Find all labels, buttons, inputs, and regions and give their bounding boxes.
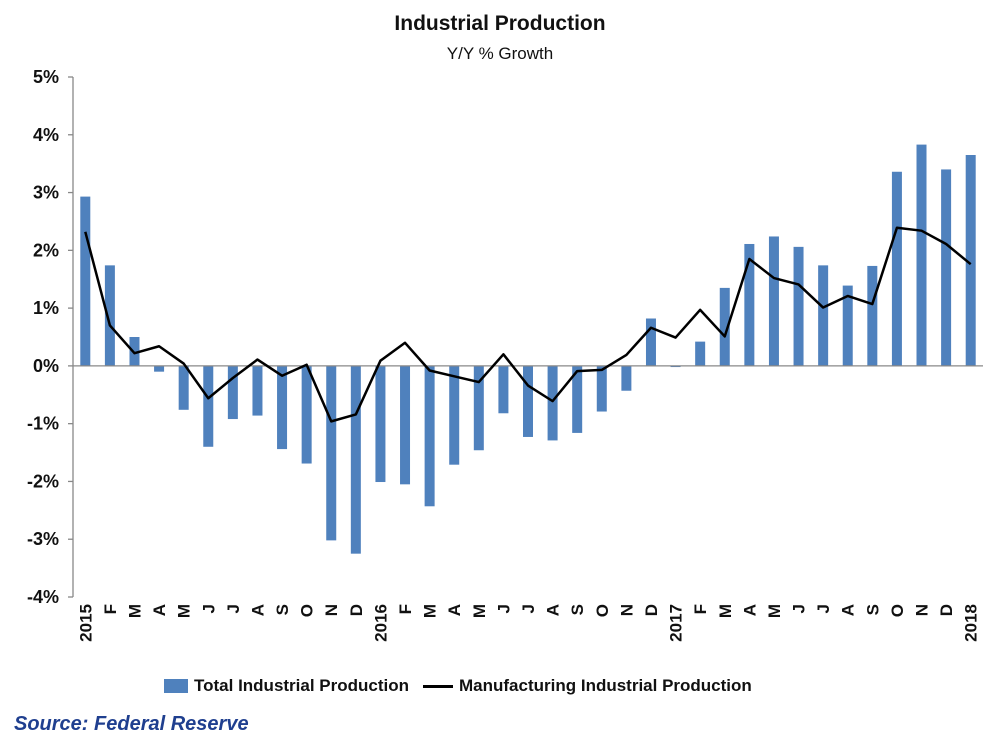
x-tick-label-26: M (716, 604, 735, 618)
bar-total-13 (400, 365, 411, 485)
bar-total-16 (473, 365, 484, 451)
y-tick-labels: 5% 4% 3% 2% 1% 0% -1% -2% -3% -4% (27, 67, 59, 607)
y-tick-label-5: 0% (33, 356, 59, 376)
x-tick-label-9: O (298, 604, 317, 617)
y-tick-label-1: 4% (33, 125, 59, 145)
x-tick-label-15: A (445, 604, 464, 616)
x-tick-label-1: F (101, 604, 120, 614)
bar-total-3 (154, 365, 165, 372)
chart-title: Industrial Production (394, 12, 606, 35)
bar-total-6 (227, 365, 238, 420)
x-tick-label-14: M (421, 604, 440, 618)
bar-total-14 (424, 365, 435, 507)
x-tick-label-32: S (863, 604, 882, 615)
x-tick-label-33: O (888, 604, 907, 617)
bar-total-17 (498, 365, 509, 414)
bar-total-34 (916, 144, 927, 366)
x-tick-label-12: 2016 (371, 604, 390, 642)
x-tick-label-3: A (150, 604, 169, 616)
axis-layer (68, 76, 983, 598)
x-tick-label-22: N (617, 604, 636, 616)
bar-total-23 (645, 318, 656, 366)
x-tick-label-27: A (740, 604, 759, 616)
bar-total-25 (695, 341, 706, 366)
x-tick-label-31: A (839, 604, 858, 616)
x-tick-label-7: A (248, 604, 267, 616)
line-manufacturing (84, 226, 972, 423)
bar-total-31 (842, 285, 853, 366)
x-tick-label-23: D (642, 604, 661, 616)
bar-total-20 (572, 365, 583, 433)
y-tick-label-0: 5% (33, 67, 59, 87)
x-tick-labels: 2015 F M A M J J A S O N D 2016 F M A M J J A S O N D 2017 F M A M J J… (76, 604, 980, 642)
legend-label-total: Total Industrial Production (194, 676, 410, 695)
legend: Total Industrial Production Manufacturin… (164, 676, 766, 696)
bar-total-35 (941, 169, 952, 366)
x-tick-label-21: O (593, 604, 612, 617)
legend-label-manufacturing: Manufacturing Industrial Production (459, 676, 752, 695)
legend-item-manufacturing: Manufacturing Industrial Production (423, 676, 752, 696)
bar-total-33 (891, 171, 902, 366)
bar-total-4 (178, 365, 189, 410)
bar-total-5 (203, 365, 214, 447)
x-tick-label-36: 2018 (962, 604, 981, 642)
legend-item-total: Total Industrial Production (164, 676, 409, 696)
x-tick-label-4: M (175, 604, 194, 618)
x-tick-label-13: F (396, 604, 415, 614)
bar-total-22 (621, 365, 632, 391)
bar-total-32 (867, 265, 878, 366)
bar-total-8 (277, 365, 288, 450)
x-tick-label-5: J (199, 604, 218, 613)
x-tick-label-29: J (790, 604, 809, 613)
legend-line-swatch (423, 684, 454, 688)
bar-total-10 (326, 365, 337, 541)
chart-plot: 5%4%3%2%1%0%-1%-2%-3%-4% 2015 F M A M J J A S O N D… (27, 67, 983, 642)
x-tick-label-25: F (691, 604, 710, 614)
bar-total-11 (350, 365, 361, 554)
x-tick-label-35: D (937, 604, 956, 616)
bar-total-36 (965, 155, 976, 366)
bar-total-28 (768, 236, 779, 366)
y-tick-label-8: -3% (27, 529, 59, 549)
bars-layer (80, 144, 976, 554)
x-tick-label-34: N (913, 604, 932, 616)
x-tick-label-24: 2017 (667, 604, 686, 642)
y-tick-label-2: 3% (33, 183, 59, 203)
x-tick-label-11: D (347, 604, 366, 616)
x-tick-label-16: M (470, 604, 489, 618)
bar-total-18 (523, 365, 533, 437)
source-note: Source: Federal Reserve (14, 713, 249, 735)
bar-total-29 (793, 246, 804, 366)
x-tick-label-19: A (544, 604, 563, 616)
x-tick-label-6: J (224, 604, 243, 613)
x-tick-label-8: S (273, 604, 292, 615)
y-tick-label-9: -4% (27, 587, 59, 607)
bar-total-7 (252, 365, 263, 416)
x-tick-label-20: S (568, 604, 587, 615)
x-tick-label-30: J (814, 604, 833, 613)
y-tick-label-3: 2% (33, 240, 59, 260)
legend-bar-swatch (164, 679, 188, 693)
bar-total-0 (80, 196, 91, 366)
x-tick-label-10: N (322, 604, 341, 616)
x-tick-label-28: M (765, 604, 784, 618)
bar-total-19 (547, 365, 558, 441)
y-tick-label-4: 1% (33, 298, 59, 318)
bar-total-9 (301, 365, 312, 464)
chart-subtitle: Y/Y % Growth (446, 44, 554, 63)
x-tick-label-17: J (494, 604, 513, 613)
bar-total-1 (104, 265, 115, 366)
x-tick-label-2: M (125, 604, 144, 618)
x-tick-label-18: J (519, 604, 538, 613)
x-tick-label-0: 2015 (76, 604, 95, 642)
y-tick-label-6: -1% (27, 414, 59, 434)
bar-total-30 (818, 265, 829, 366)
bar-total-27 (744, 243, 755, 366)
line-layer (84, 226, 972, 423)
bar-total-21 (596, 365, 607, 412)
bar-total-12 (375, 365, 386, 483)
bar-total-26 (719, 287, 730, 366)
bar-total-15 (449, 365, 460, 465)
y-tick-label-7: -2% (27, 471, 59, 491)
